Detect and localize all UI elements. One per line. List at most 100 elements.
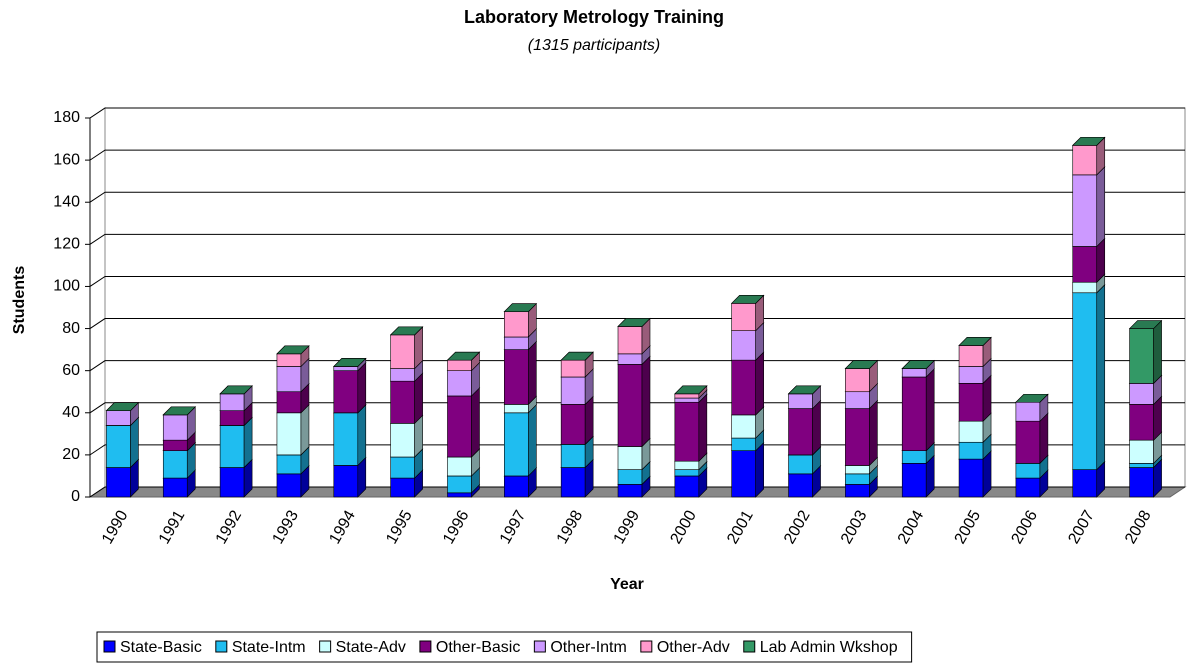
bar-front <box>617 364 643 447</box>
bar-front <box>674 397 700 403</box>
bar-front <box>1129 328 1154 384</box>
bar-front <box>617 353 643 365</box>
legend-label: State-Intm <box>232 639 306 656</box>
bar-segment <box>503 404 538 477</box>
x-tick-label: 2008 <box>1122 508 1155 547</box>
bar-front <box>617 469 643 485</box>
x-tick-label: 2002 <box>781 508 814 547</box>
bar-segment <box>389 326 424 336</box>
y-tick-label: 180 <box>53 109 80 126</box>
bar-segment <box>958 337 992 346</box>
bar-front <box>504 311 529 338</box>
y-axis-label: Students <box>11 266 28 335</box>
bar-side <box>471 387 480 458</box>
bar-top <box>162 406 196 416</box>
bar-side <box>243 416 253 469</box>
bar-front <box>560 444 586 468</box>
bar-segment <box>1072 137 1106 146</box>
bar-top <box>901 360 935 369</box>
bar-front <box>845 368 870 393</box>
legend-swatch <box>215 640 228 653</box>
grid-line <box>89 402 1185 414</box>
bar-front <box>390 456 415 479</box>
grid-line <box>89 233 1185 245</box>
grid-line <box>89 360 1185 372</box>
x-tick-label: 2000 <box>667 508 700 547</box>
x-tick-label: 2003 <box>838 508 871 547</box>
bar-front <box>560 376 586 405</box>
bar-segment <box>162 406 196 416</box>
legend-swatch <box>640 640 653 653</box>
bar-side <box>1096 166 1106 248</box>
bar-front <box>901 463 927 498</box>
bar-side <box>755 351 764 416</box>
chart-subtitle: (1315 participants) <box>528 37 661 54</box>
bar-side <box>641 355 651 448</box>
y-tick-label: 140 <box>53 193 80 210</box>
bar-front <box>731 302 756 331</box>
y-tick-label: 20 <box>62 446 80 463</box>
bar-front <box>674 475 700 498</box>
bar-side <box>130 416 139 469</box>
bar-front <box>106 410 131 426</box>
y-tick-label: 60 <box>62 362 80 379</box>
bar-side <box>1153 319 1162 385</box>
bar-front <box>276 454 302 475</box>
bar-front <box>504 349 529 405</box>
bar-segment <box>560 351 594 361</box>
bar-segment <box>333 358 367 367</box>
bar-front <box>1015 477 1041 498</box>
legend-swatch <box>533 640 546 653</box>
bar-front <box>219 393 245 411</box>
bar-front <box>845 473 870 485</box>
bar-side <box>698 393 708 462</box>
bar-front <box>958 382 984 422</box>
bar-top <box>503 303 538 313</box>
bar-front <box>447 475 472 494</box>
bar-side <box>528 340 537 406</box>
y-tick-label: 120 <box>53 236 80 253</box>
bar-segment <box>730 351 765 416</box>
bar-side <box>812 399 821 456</box>
x-tick-label: 2001 <box>724 508 757 547</box>
bar-top <box>105 402 140 411</box>
bar-front <box>276 412 302 456</box>
bar-front <box>276 473 302 498</box>
bar-top <box>560 351 594 361</box>
bar-segment <box>730 294 765 304</box>
y-tick-label: 80 <box>62 320 80 337</box>
bar-top <box>1015 393 1049 403</box>
x-tick-label: 1994 <box>326 508 359 547</box>
bar-segment <box>1072 166 1106 248</box>
bar-front <box>219 467 245 498</box>
bar-front <box>1015 401 1041 422</box>
bar-top <box>389 326 424 336</box>
bar-segment <box>617 318 651 327</box>
x-tick-label: 1990 <box>99 508 132 547</box>
bar-front <box>390 477 415 498</box>
bar-front <box>1015 463 1041 479</box>
bar-side <box>1096 284 1106 471</box>
bar-top <box>958 337 992 346</box>
bar-front <box>276 353 302 367</box>
x-axis-label: Year <box>610 576 644 593</box>
bar-front <box>390 334 415 369</box>
bar-segment <box>901 360 935 369</box>
bar-front <box>674 393 700 399</box>
bar-segment <box>105 402 140 411</box>
bar-top <box>446 351 481 361</box>
legend-box <box>96 631 913 663</box>
bar-front <box>901 368 927 378</box>
y-tick-label: 160 <box>53 151 80 168</box>
bar-front <box>1072 246 1098 283</box>
bar-front <box>958 458 984 498</box>
x-tick-label: 1998 <box>554 508 587 547</box>
bar-front <box>731 450 756 498</box>
legend: State-Basic State-Intm State-Adv Other-Basi… <box>96 631 913 663</box>
bar-front <box>958 366 984 384</box>
bar-front <box>1129 467 1154 498</box>
bar-segment <box>333 404 367 467</box>
bar-top <box>730 294 765 304</box>
bar-top <box>1128 320 1163 329</box>
